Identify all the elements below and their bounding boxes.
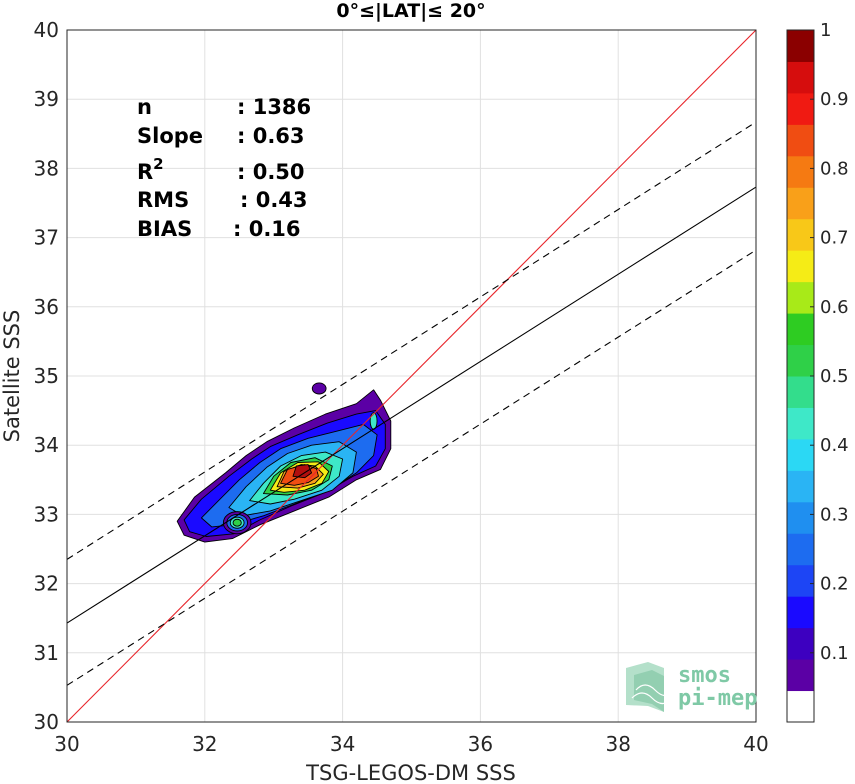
colorbar-tick-label: 0.5 [820,366,849,387]
y-axis-label: Satellite SSS [0,310,24,443]
colorbar-segment [787,627,814,660]
colorbar-tick-label: 0.7 [820,228,849,249]
stat-key: n [137,95,152,119]
y-tick-label: 32 [34,572,59,596]
colorbar-segment [787,564,814,597]
contour-blob [232,518,242,527]
colorbar-segment [787,155,814,188]
x-axis-label: TSG-LEGOS-DM SSS [305,761,516,784]
colorbar-segment [787,533,814,566]
y-tick-label: 30 [34,710,59,734]
colorbar-segment [787,250,814,283]
x-tick-labels: 30 32 34 36 38 40 [54,732,768,756]
colorbar-segment [787,92,814,125]
smos-pimep-logo: smos pi-mep [626,662,757,712]
identity-line [66,29,757,723]
stat-key: BIAS [137,217,192,241]
x-tick-label: 40 [743,732,768,756]
colorbar-tick-label: 1 [820,20,831,41]
y-tick-label: 39 [34,87,59,111]
y-tick-label: 31 [34,641,59,665]
colorbar-segment [787,61,814,94]
colorbar-segment [787,376,814,408]
stat-value: : 0.50 [237,160,305,184]
logo-text-smos: smos [678,663,731,688]
y-tick-label: 34 [34,433,59,457]
colorbar-tick-labels: 0.1 0.2 0.3 0.4 0.5 0.6 0.7 0.8 0.9 1 [810,20,849,664]
y-tick-label: 37 [34,226,59,250]
y-tick-labels: 30 31 32 33 34 35 36 37 38 39 40 [34,18,59,734]
colorbar-segment [787,659,814,692]
lower-band-line [66,249,757,686]
y-tick-label: 40 [34,18,59,42]
colorbar-tick-label: 0.3 [820,504,849,525]
colorbar-tick-label: 0.6 [820,297,849,318]
y-tick-label: 35 [34,364,59,388]
colorbar-segment [787,501,814,534]
chart-title: 0°≤|LAT|≤ 20° [336,0,485,22]
colorbar-segment [787,218,814,251]
colorbar-segment [787,407,814,440]
colorbar-segment [787,187,814,220]
colorbar-tick-label: 0.1 [820,643,849,664]
colorbar-segment [787,344,814,377]
stat-key-superscript: 2 [153,155,163,173]
colorbar-segment [787,124,814,157]
statistics-box: n : 1386 Slope : 0.63 R2 : 0.50 RMS : 0.43 BIAS:… [137,95,311,241]
colorbar-segment [787,281,814,314]
density-contours [176,382,392,543]
regression-line [66,186,757,624]
colorbar [786,29,815,723]
stat-value: : 1386 [237,95,311,119]
y-tick-label: 33 [34,502,59,526]
x-tick-label: 30 [54,732,79,756]
colorbar-tick-label: 0.2 [820,574,849,595]
x-tick-label: 36 [468,732,493,756]
contour-blob [311,382,327,395]
x-tick-label: 34 [330,732,355,756]
logo-mark-icon [626,662,673,712]
y-tick-label: 36 [34,295,59,319]
stat-value: : 0.43 [240,188,308,212]
colorbar-segment [787,313,814,346]
stat-key: Slope [137,124,203,148]
stat-value: : 0.63 [237,124,305,148]
contour-blob [369,412,378,430]
stat-key: RMS [137,188,189,212]
stat-value: : 0.16 [233,217,301,241]
colorbar-tick-label: 0.9 [820,89,849,110]
x-tick-label: 38 [605,732,630,756]
colorbar-segment [787,30,814,62]
upper-band-line [66,121,757,560]
colorbar-tick-label: 0.8 [820,158,849,179]
colorbar-segment [787,438,814,471]
colorbar-segment [787,596,814,629]
y-tick-label: 38 [34,156,59,180]
fit-lines [66,29,757,723]
colorbar-segment [787,690,814,723]
plot-frame [66,29,757,723]
colorbar-segment [787,470,814,503]
stat-key: R2 [137,155,164,184]
x-tick-label: 32 [192,732,217,756]
colorbar-tick-label: 0.4 [820,435,849,456]
logo-text-pimep: pi-mep [678,686,757,711]
